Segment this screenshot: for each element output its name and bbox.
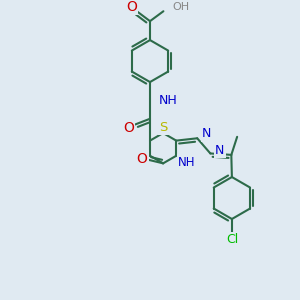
Text: Cl: Cl xyxy=(226,233,238,247)
Text: S: S xyxy=(159,121,167,134)
Text: O: O xyxy=(137,152,148,166)
Text: O: O xyxy=(123,121,134,134)
Text: NH: NH xyxy=(178,156,195,169)
Text: N: N xyxy=(215,144,224,157)
Text: NH: NH xyxy=(159,94,178,106)
Text: OH: OH xyxy=(173,2,190,12)
Text: O: O xyxy=(126,0,137,14)
Text: N: N xyxy=(202,128,211,140)
